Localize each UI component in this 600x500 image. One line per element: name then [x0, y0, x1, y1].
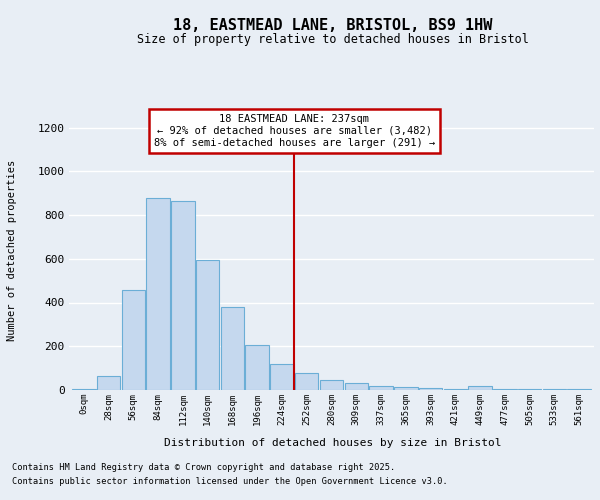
Bar	[419, 388, 442, 390]
Bar	[196, 260, 220, 390]
Text: Size of property relative to detached houses in Bristol: Size of property relative to detached ho…	[137, 32, 529, 46]
Bar	[97, 376, 121, 390]
Bar	[72, 389, 95, 390]
Text: Contains public sector information licensed under the Open Government Licence v3: Contains public sector information licen…	[12, 476, 448, 486]
Bar	[443, 389, 467, 390]
Text: 18 EASTMEAD LANE: 237sqm
← 92% of detached houses are smaller (3,482)
8% of semi: 18 EASTMEAD LANE: 237sqm ← 92% of detach…	[154, 114, 435, 148]
Bar	[270, 364, 294, 390]
Text: Contains HM Land Registry data © Crown copyright and database right 2025.: Contains HM Land Registry data © Crown c…	[12, 463, 395, 472]
Bar	[493, 389, 517, 390]
Bar	[320, 380, 343, 390]
Bar	[295, 372, 319, 390]
Bar	[245, 345, 269, 390]
Text: 18, EASTMEAD LANE, BRISTOL, BS9 1HW: 18, EASTMEAD LANE, BRISTOL, BS9 1HW	[173, 18, 493, 32]
Bar	[146, 198, 170, 390]
Bar	[122, 290, 145, 390]
Bar	[344, 383, 368, 390]
Bar	[518, 389, 541, 390]
Text: Distribution of detached houses by size in Bristol: Distribution of detached houses by size …	[164, 438, 502, 448]
Bar	[394, 388, 418, 390]
Bar	[369, 386, 393, 390]
Bar	[221, 307, 244, 390]
Text: Number of detached properties: Number of detached properties	[7, 160, 17, 340]
Bar	[171, 201, 194, 390]
Bar	[469, 386, 492, 390]
